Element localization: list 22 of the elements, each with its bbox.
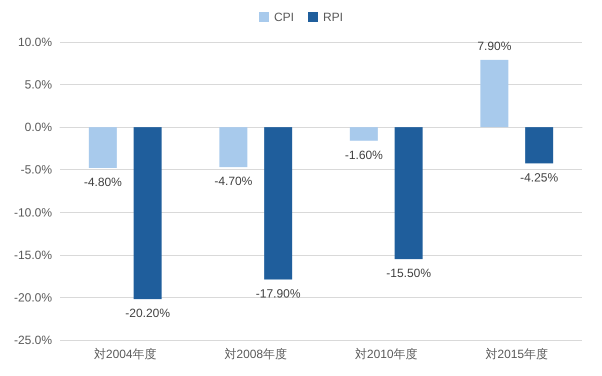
legend-label: CPI xyxy=(274,10,294,24)
x-tick-label: 対2015年度 xyxy=(485,347,548,361)
x-tick-label: 対2004年度 xyxy=(94,347,157,361)
y-tick-label: -5.0% xyxy=(20,162,52,177)
data-label: -20.20% xyxy=(125,306,170,320)
data-label: 7.90% xyxy=(477,38,512,53)
data-label: -4.25% xyxy=(520,170,558,184)
data-label: -15.50% xyxy=(386,266,432,280)
legend-label: RPI xyxy=(323,10,344,24)
y-tick-label: -20.0% xyxy=(14,290,52,304)
y-tick-label: 5.0% xyxy=(24,78,52,92)
x-tick-label: 対2008年度 xyxy=(224,347,288,361)
data-label: -4.80% xyxy=(84,175,122,190)
y-tick-label: -10.0% xyxy=(14,205,52,220)
y-tick-label: 0.0% xyxy=(24,120,52,134)
y-tick-label: -15.0% xyxy=(14,248,52,262)
x-tick-label: 対2010年度 xyxy=(354,347,418,361)
y-tick-label: -25.0% xyxy=(14,333,52,347)
data-label: -1.60% xyxy=(344,148,384,162)
data-label: -4.70% xyxy=(214,174,253,188)
y-tick-label: 10.0% xyxy=(18,35,52,49)
data-label: -17.90% xyxy=(256,286,301,301)
